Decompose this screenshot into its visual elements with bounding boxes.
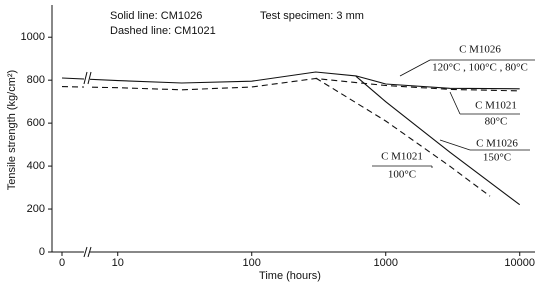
line (315, 77, 491, 197)
x-axis-title: Time (hours) (259, 270, 321, 282)
axis-break-gap (84, 248, 90, 256)
axis-break-mark (83, 71, 88, 85)
y-tick-label: 1000 (21, 31, 45, 43)
leader-line (449, 91, 461, 115)
x-tick-label: 10 (112, 257, 124, 269)
series-label: C M1026 (476, 138, 518, 150)
y-axis-title: Tensile strength (kg/cm²) (6, 70, 18, 190)
series-condition: 100°C (388, 169, 416, 181)
axis-break-mark (87, 71, 92, 85)
annotation: Solid line: CM1026 (110, 10, 202, 22)
y-tick-label: 200 (27, 203, 45, 215)
series-label: C M1021 (475, 100, 517, 112)
series-condition: 120°C , 100°C , 80°C (432, 62, 528, 74)
y-tick-label: 0 (39, 246, 45, 258)
axis-break-mark (87, 246, 92, 258)
annotation: Dashed line: CM1021 (110, 25, 216, 37)
line (355, 75, 521, 206)
series-label: C M1021 (381, 151, 423, 163)
y-tick-label: 600 (27, 117, 45, 129)
axis-break-gap (84, 66, 90, 92)
y-tick-label: 400 (27, 160, 45, 172)
x-tick-label: 10000 (504, 257, 535, 269)
leader-line (399, 59, 431, 77)
leader-line (439, 139, 471, 151)
annotation: Test specimen: 3 mm (260, 10, 364, 22)
series-label: C M1026 (459, 44, 501, 56)
line (61, 77, 520, 92)
series-condition: 80°C (485, 116, 508, 128)
x-tick-label: 0 (59, 257, 65, 269)
y-tick-label: 800 (27, 74, 45, 86)
line (61, 71, 520, 90)
series-condition: 150°C (483, 152, 511, 164)
axis-break-mark (83, 246, 88, 258)
x-tick-label: 1000 (373, 257, 397, 269)
x-tick-label: 100 (243, 257, 261, 269)
